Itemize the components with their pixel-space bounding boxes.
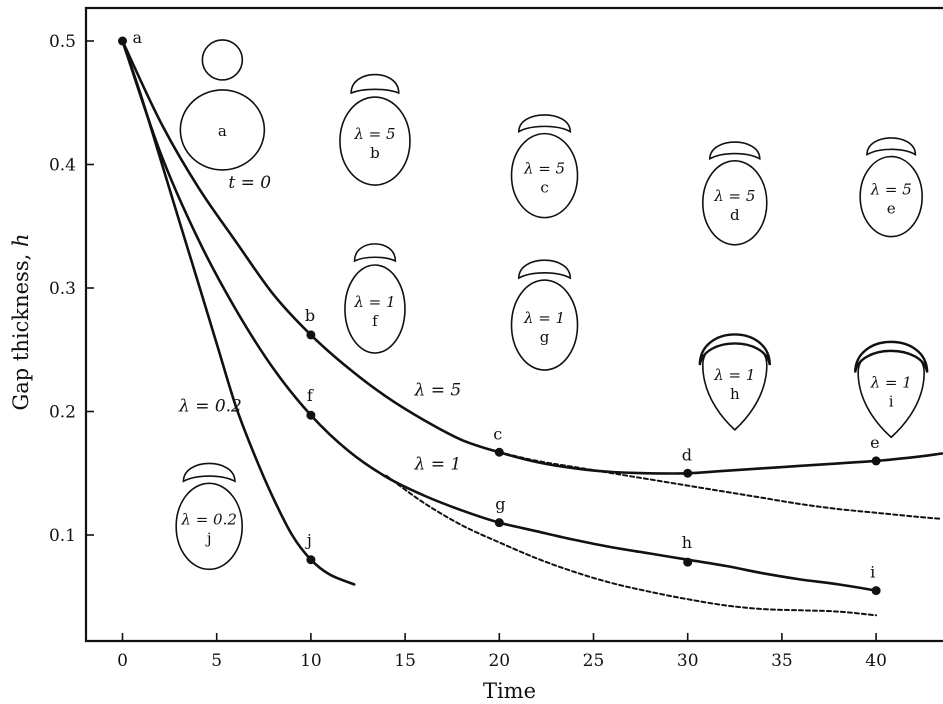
x-tick-label: 40 <box>865 651 887 671</box>
plot-frame <box>84 6 943 643</box>
drop-top <box>709 141 761 161</box>
x-tick-label: 35 <box>771 651 793 671</box>
x-tick-label: 15 <box>394 651 416 671</box>
drop-lambda-label: λ = 5 <box>713 187 755 205</box>
x-tick-label: 5 <box>211 651 222 671</box>
drop-shape: a t = 0 <box>179 39 271 193</box>
drop-shape: λ = 5d <box>701 141 768 246</box>
drop-letter-label: a <box>218 122 227 140</box>
drop-letter-label: j <box>205 529 212 547</box>
data-point <box>306 330 316 340</box>
drop-top <box>350 73 400 95</box>
drop-body <box>701 159 768 246</box>
curve-annotation: λ = 1 <box>414 455 462 475</box>
drop-shape-group: at = 0λ = 5bλ = 1fλ = 5cλ = 1gλ = 5dλ = … <box>175 39 929 571</box>
data-point-label: b <box>305 306 315 325</box>
data-point-label: g <box>495 495 505 514</box>
drop-lambda-label: λ = 5 <box>523 160 565 178</box>
x-axis-title: Time <box>483 679 536 703</box>
curve-annotation: λ = 0.2 <box>178 397 242 417</box>
drop-top <box>866 137 917 156</box>
data-point <box>118 36 127 46</box>
data-point-label: a <box>133 28 143 47</box>
drop-body <box>510 279 579 371</box>
drop-lambda-label: λ = 0.2 <box>180 510 236 528</box>
data-point <box>494 518 504 528</box>
y-axis-title-symbol: h <box>9 234 33 248</box>
y-tick-label: 0.5 <box>49 32 76 52</box>
dashed-curve <box>498 451 943 520</box>
drop-body <box>510 132 579 219</box>
axes: 0 5 10 15 20 25 30 35 40 0.1 0.2 0.3 0.4 0.5 <box>49 6 943 671</box>
x-tick-label: 10 <box>300 651 322 671</box>
data-point-label: i <box>870 563 875 582</box>
drop-lambda-label: λ = 1 <box>523 309 565 327</box>
drop-time-label: t = 0 <box>228 173 271 193</box>
drop-letter-label: e <box>887 200 896 218</box>
drop-shape: λ = 1g <box>510 259 579 371</box>
x-tick-label: 25 <box>583 651 605 671</box>
drop-lambda-label: λ = 5 <box>870 181 912 199</box>
x-tick-label: 30 <box>677 651 699 671</box>
data-point-label: c <box>493 424 502 443</box>
solid-curve <box>121 39 943 475</box>
drop-body <box>339 96 411 186</box>
drop-letter-label: f <box>372 312 379 330</box>
drop-top <box>517 259 572 280</box>
annotation-group: λ = 5 λ = 1 λ = 0.2 <box>178 380 461 474</box>
drop-letter-label: d <box>730 206 740 224</box>
drop-lambda-label: λ = 1 <box>713 366 755 384</box>
drop-letter-label: h <box>730 385 740 403</box>
data-point-label: f <box>307 386 314 405</box>
drop-lambda-label: λ = 1 <box>870 373 912 391</box>
x-tick-label: 0 <box>117 651 128 671</box>
drop-shape: λ = 1i <box>853 340 929 439</box>
drop-shape: λ = 0.2j <box>175 462 243 571</box>
drop-shape: λ = 5b <box>339 73 411 186</box>
drop-top <box>353 243 397 263</box>
drop-shape: λ = 5c <box>510 114 579 219</box>
drop-body <box>175 482 243 571</box>
drop-top <box>182 462 236 483</box>
y-tick-label: 0.1 <box>49 526 76 546</box>
x-tick-label: 20 <box>488 651 510 671</box>
drop-shape: λ = 1h <box>698 333 771 431</box>
data-point <box>494 447 504 457</box>
drop-top <box>517 114 572 133</box>
data-point-label: j <box>305 531 312 550</box>
solid-curve <box>121 39 878 592</box>
drop-letter-label: b <box>370 144 380 162</box>
dashed-curve <box>385 474 878 617</box>
data-point-label: e <box>870 433 879 452</box>
data-point <box>306 410 316 420</box>
drop-body <box>344 264 406 354</box>
drop-letter-label: g <box>540 328 550 346</box>
data-point <box>871 586 881 596</box>
y-axis-title: Gap thickness, h <box>9 234 33 411</box>
drop-shape: λ = 5e <box>859 137 923 238</box>
data-point <box>306 555 316 565</box>
drop-letter-label: i <box>889 392 894 410</box>
data-point <box>683 557 693 567</box>
drop-lambda-label: λ = 5 <box>353 125 395 143</box>
drop-top <box>698 333 771 366</box>
drop-letter-label: c <box>540 179 548 197</box>
drop-top <box>853 340 929 373</box>
y-tick-label: 0.2 <box>49 403 76 423</box>
y-tick-label: 0.3 <box>49 279 76 299</box>
data-point <box>871 456 881 466</box>
drop-top <box>201 39 244 81</box>
drop-shape: λ = 1f <box>344 243 406 354</box>
drop-body <box>859 155 923 238</box>
data-point-label: h <box>682 533 692 552</box>
data-point <box>683 468 693 478</box>
drop-lambda-label: λ = 1 <box>353 293 395 311</box>
data-point-group: a b c d e f g h i j <box>118 28 881 596</box>
data-point-label: d <box>682 445 692 464</box>
y-tick-label: 0.4 <box>49 156 76 176</box>
drop-body <box>179 89 266 171</box>
y-axis-title-text: Gap thickness, <box>9 247 33 410</box>
curve-annotation: λ = 5 <box>414 380 462 400</box>
